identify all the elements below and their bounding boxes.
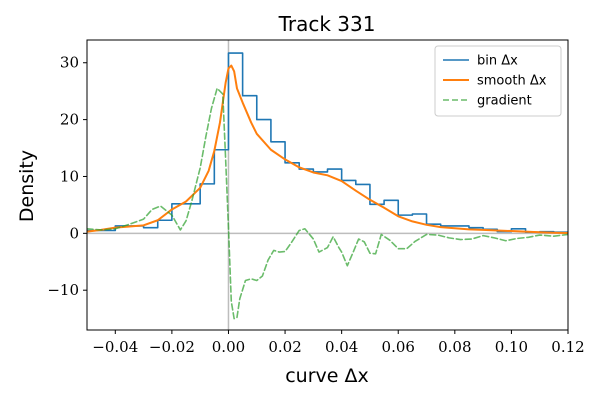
x-tick-label: 0.12	[551, 338, 584, 356]
plot-area	[86, 39, 569, 331]
axes-frame	[86, 39, 569, 331]
y-tick-label: −10	[47, 281, 79, 299]
series-line-2	[87, 87, 568, 320]
legend: bin Δx smooth Δx gradient	[434, 45, 562, 117]
chart-title: Track 331	[278, 12, 376, 36]
x-tick-label: 0.02	[268, 338, 301, 356]
x-tick-label: −0.02	[149, 338, 195, 356]
x-tick-label: 0.04	[325, 338, 358, 356]
y-tick-label: 10	[60, 167, 79, 185]
legend-label-1: smooth Δx	[477, 74, 547, 89]
y-axis-label: Density	[16, 150, 38, 222]
x-tick-label: 0.10	[495, 338, 528, 356]
x-tick-label: 0.00	[212, 338, 245, 356]
y-tick-label: 30	[60, 54, 79, 72]
x-tick-label: −0.04	[92, 338, 138, 356]
series-group	[87, 52, 568, 320]
series-line-1	[87, 64, 568, 235]
legend-label-2: gradient	[477, 94, 532, 109]
legend-frame	[434, 45, 562, 117]
x-tick-label: 0.08	[438, 338, 471, 356]
x-axis-label: curve Δx	[285, 365, 369, 387]
y-tick-label: 20	[60, 111, 79, 129]
x-tick-label: 0.06	[382, 338, 415, 356]
legend-label-0: bin Δx	[477, 54, 518, 69]
axis-ticks: −0.04 −0.02 0.00 0.02 0.04 0.06 0.08 0.10 0.12 −1…	[47, 54, 584, 356]
y-tick-label: 0	[69, 224, 79, 242]
